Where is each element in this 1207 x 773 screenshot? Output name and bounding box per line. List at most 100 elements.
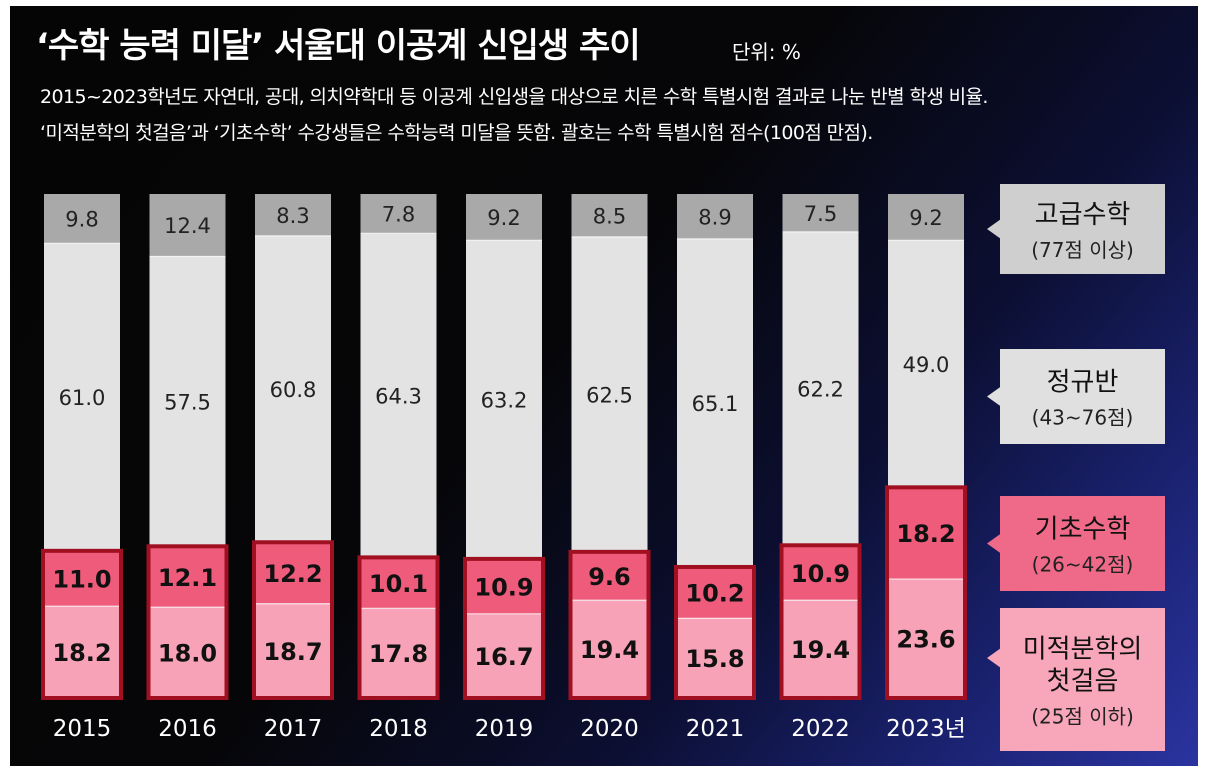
data-label-3-2016: 57.5	[164, 390, 211, 414]
highlight-box-2023년	[885, 485, 967, 700]
data-label-2-2019: 10.9	[474, 573, 533, 601]
x-tick-label-2018: 2018	[369, 716, 428, 742]
unit-label: 단위: %	[732, 40, 801, 64]
bar-segment-2-2015	[44, 550, 120, 607]
bar-segment-4-2020	[571, 194, 648, 237]
chart-panel: ‘수학 능력 미달’ 서울대 이공계 신입생 추이 단위: % 2015~202…	[10, 6, 1198, 766]
data-label-2-2020: 9.6	[588, 563, 631, 591]
x-tick-label-2023년: 2023년	[886, 716, 966, 742]
data-label-4-2016: 12.4	[164, 214, 211, 238]
legend-name-2-line-1: 정규반	[1047, 368, 1119, 398]
bar-segment-1-2021	[677, 618, 753, 698]
subtitle-line-1: 2015~2023학년도 자연대, 공대, 의치약학대 등 이공계 신입생을 대…	[40, 86, 988, 108]
legend-pointer-2	[987, 386, 1001, 407]
data-label-1-2023년: 23.6	[896, 626, 955, 654]
legend-name-3-line-1: 기초수학	[1035, 515, 1131, 545]
data-label-1-2017: 18.7	[263, 638, 322, 666]
bar-segment-3-2018	[360, 233, 437, 558]
data-label-4-2021: 8.9	[698, 205, 731, 229]
bar-segment-2-2022	[782, 545, 859, 601]
data-label-3-2019: 63.2	[481, 389, 528, 413]
data-label-4-2022: 7.5	[804, 202, 837, 226]
data-label-1-2016: 18.0	[158, 640, 217, 668]
bar-segment-3-2020	[571, 236, 648, 552]
highlight-box-2019	[463, 556, 545, 700]
legend-range-2: (43~76점)	[1032, 406, 1134, 430]
legend-box-1	[1000, 184, 1165, 274]
data-label-3-2018: 64.3	[375, 384, 422, 408]
data-label-1-2020: 19.4	[580, 636, 639, 664]
legend-box-4	[1000, 608, 1165, 751]
data-label-3-2015: 61.0	[59, 386, 106, 410]
x-tick-label-2020: 2020	[580, 716, 639, 742]
highlight-box-2018	[357, 555, 440, 700]
highlight-box-2015	[41, 548, 123, 700]
bar-segment-1-2018	[360, 608, 437, 698]
data-label-2-2015: 11.0	[52, 566, 111, 594]
legend-name-4-line-1: 미적분학의	[1023, 635, 1143, 665]
data-label-1-2019: 16.7	[474, 643, 533, 671]
legend-range-3: (26~42점)	[1032, 553, 1134, 577]
data-label-4-2017: 8.3	[276, 204, 309, 228]
data-label-2-2021: 10.2	[685, 580, 744, 608]
x-tick-label-2022: 2022	[791, 716, 850, 742]
bar-segment-1-2022	[782, 600, 859, 698]
data-label-3-2017: 60.8	[270, 378, 317, 402]
bar-segment-4-2019	[466, 194, 542, 241]
data-label-3-2023년: 49.0	[903, 353, 950, 377]
data-label-2-2017: 12.2	[263, 560, 322, 588]
data-label-3-2022: 62.2	[797, 378, 844, 402]
bar-segment-2-2018	[360, 557, 437, 609]
bar-segment-4-2017	[255, 194, 331, 236]
x-tick-label-2015: 2015	[53, 716, 112, 742]
chart-title: ‘수학 능력 미달’ 서울대 이공계 신입생 추이	[36, 26, 641, 66]
data-label-1-2022: 19.4	[791, 636, 850, 664]
data-label-2-2022: 10.9	[791, 560, 850, 588]
legend-box-2	[1000, 349, 1165, 444]
bar-segment-3-2019	[466, 240, 542, 559]
bar-segment-2-2019	[466, 558, 542, 614]
bar-segment-2-2020	[571, 551, 648, 601]
legend-box-3	[1000, 496, 1165, 591]
highlight-box-2016	[146, 544, 229, 701]
bar-segment-4-2015	[44, 194, 120, 244]
bar-segment-3-2015	[44, 243, 120, 551]
bar-segment-4-2021	[677, 194, 753, 239]
legend-name-4-line-2: 첫걸음	[1047, 667, 1119, 697]
x-tick-label-2016: 2016	[158, 716, 217, 742]
bar-segment-2-2021	[677, 566, 753, 619]
legend-range-1: (77점 이상)	[1031, 238, 1134, 262]
bar-segment-4-2022	[782, 194, 859, 232]
data-label-2-2018: 10.1	[369, 570, 428, 598]
subtitle-line-2: ‘미적분학의 첫걸음’과 ‘기초수학’ 수강생들은 수학능력 미달을 뜻함. 괄…	[40, 122, 873, 144]
data-label-2-2023년: 18.2	[896, 520, 955, 548]
bar-segment-2-2023년	[888, 487, 964, 580]
bar-segment-3-2016	[149, 256, 226, 547]
bar-segment-4-2018	[360, 194, 437, 234]
bar-segment-2-2017	[255, 542, 331, 604]
bar-segment-2-2016	[149, 546, 226, 608]
x-tick-label-2021: 2021	[686, 716, 745, 742]
bar-segment-1-2017	[255, 603, 331, 698]
bar-segment-1-2016	[149, 607, 226, 698]
data-label-4-2019: 9.2	[487, 206, 520, 230]
data-label-4-2015: 9.8	[65, 208, 98, 232]
data-label-3-2020: 62.5	[586, 383, 633, 407]
highlight-box-2020	[568, 549, 651, 701]
data-label-1-2018: 17.8	[369, 640, 428, 668]
highlight-box-2022	[779, 543, 862, 701]
highlight-box-2017	[252, 540, 334, 700]
x-tick-label-2017: 2017	[264, 716, 323, 742]
data-label-1-2015: 18.2	[52, 639, 111, 667]
bar-segment-1-2015	[44, 606, 120, 698]
bar-segment-1-2019	[466, 613, 542, 698]
x-tick-label-2019: 2019	[475, 716, 534, 742]
data-label-4-2018: 7.8	[382, 203, 415, 227]
bar-segment-3-2017	[255, 235, 331, 543]
stacked-bar-chart: 18.2 11.0 61.0 9.8 2015 18.0 12.1 57.5 12.4 2016 1…	[41, 184, 1165, 751]
bar-segment-3-2023년	[888, 240, 964, 488]
data-label-2-2016: 12.1	[158, 564, 217, 592]
bar-segment-1-2020	[571, 600, 648, 698]
legend-name-1-line-1: 고급수학	[1035, 200, 1131, 230]
legend-range-4: (25점 이하)	[1031, 705, 1134, 729]
